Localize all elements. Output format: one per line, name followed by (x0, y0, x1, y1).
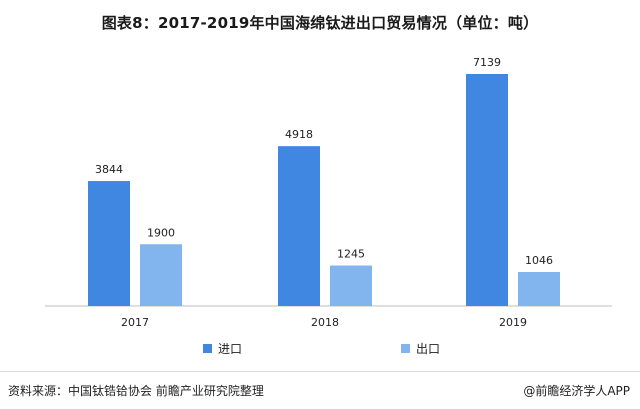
chart-title: 图表8：2017-2019年中国海绵钛进出口贸易情况（单位：吨） (101, 14, 539, 32)
x-tick-2018: 2018 (311, 316, 339, 329)
x-tick-2019: 2019 (499, 316, 527, 329)
footer-divider (0, 371, 640, 372)
bar-import-2018 (278, 146, 320, 306)
credit-note: @前瞻经济学人APP (523, 384, 630, 398)
value-label-export-2018: 1245 (337, 248, 365, 261)
value-label-import-2018: 4918 (285, 128, 313, 141)
legend-swatch-import (203, 344, 212, 353)
bars-group: 3844 1900 2017 4918 1245 2018 7139 1046 2019 (88, 56, 560, 329)
legend-item-export: 出口 (401, 340, 440, 357)
legend-swatch-export (401, 344, 410, 353)
bar-import-2017 (88, 181, 130, 306)
value-label-export-2019: 1046 (525, 254, 553, 267)
bar-export-2017 (140, 244, 182, 306)
value-label-export-2017: 1900 (147, 226, 175, 239)
legend-label-import: 进口 (218, 342, 243, 356)
value-label-import-2017: 3844 (95, 163, 123, 176)
bar-export-2019 (518, 272, 560, 306)
legend-label-export: 出口 (416, 342, 441, 356)
x-tick-2017: 2017 (121, 316, 149, 329)
bar-export-2018 (330, 265, 372, 306)
bar-import-2019 (466, 73, 508, 306)
source-note: 资料来源：中国钛锆铪协会 前瞻产业研究院整理 (8, 384, 264, 398)
legend-item-import: 进口 (203, 340, 242, 357)
bar-chart: 3844 1900 2017 4918 1245 2018 7139 1046 2019 (45, 56, 612, 329)
value-label-import-2019: 7139 (473, 56, 501, 69)
